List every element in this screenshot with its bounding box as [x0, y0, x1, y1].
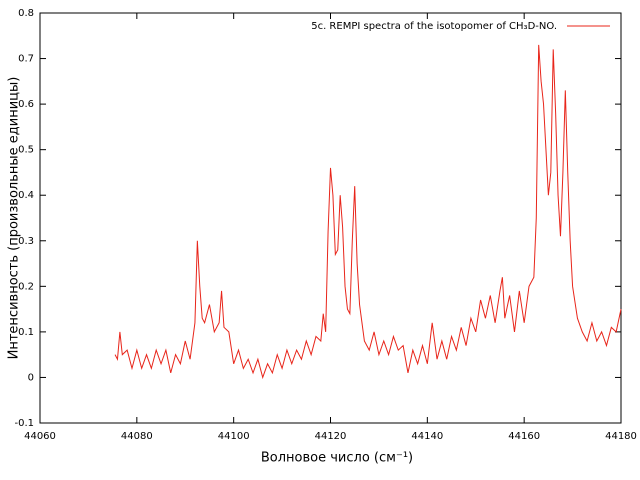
y-tick-label: 0.1	[18, 327, 34, 338]
x-tick-label: 44100	[218, 431, 250, 442]
y-tick-label: 0.5	[18, 145, 34, 156]
plot-border	[39, 12, 622, 424]
y-tick-label: 0.3	[18, 236, 34, 247]
y-tick-label: 0.4	[18, 190, 34, 201]
y-tick-label: 0.2	[18, 281, 34, 292]
y-tick-label: 0	[28, 372, 34, 383]
x-tick-label: 44180	[605, 431, 637, 442]
y-axis-label: Интенсивность (произвольные единицы)	[7, 77, 22, 360]
legend-label: 5c. REMPI spectra of the isotopomer of C…	[311, 21, 557, 32]
x-tick-label: 44120	[315, 431, 347, 442]
data-line	[114, 44, 622, 380]
y-tick-label: 0.7	[18, 54, 34, 65]
y-tick-label: 0.6	[18, 99, 34, 110]
y-tick-label: -0.1	[14, 418, 34, 429]
x-tick-label: 44160	[508, 431, 540, 442]
x-tick-label: 44140	[411, 431, 443, 442]
x-axis-label: Волновое число (см⁻¹)	[261, 451, 413, 466]
y-tick-label: 0.8	[18, 8, 34, 19]
x-tick-label: 44080	[121, 431, 153, 442]
x-tick-label: 44060	[24, 431, 56, 442]
